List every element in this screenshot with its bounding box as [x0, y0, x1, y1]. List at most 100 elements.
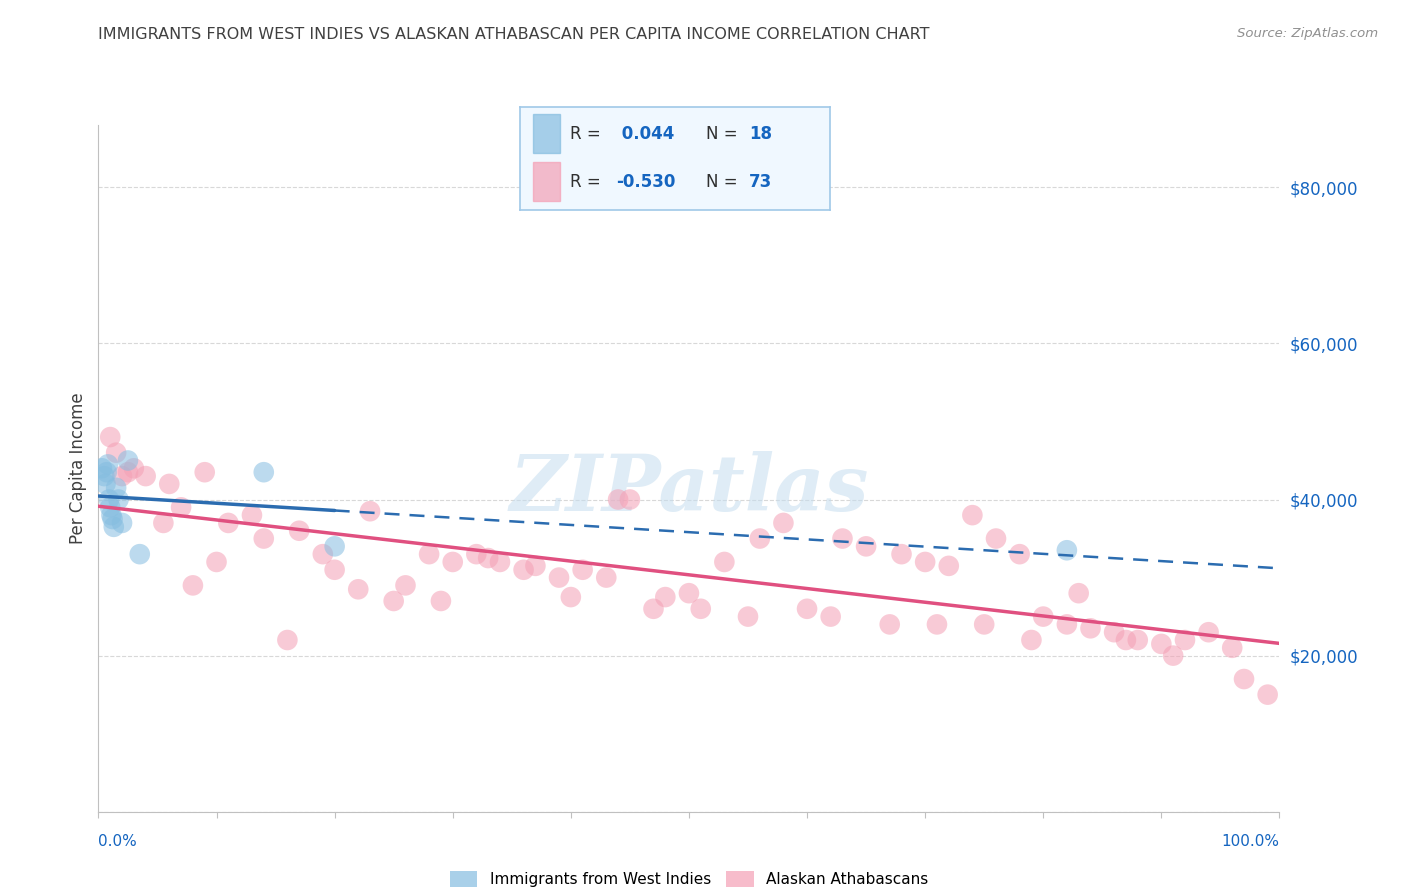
Legend: Immigrants from West Indies, Alaskan Athabascans: Immigrants from West Indies, Alaskan Ath…	[444, 865, 934, 892]
Point	[1102, 625, 1125, 640]
Point	[654, 590, 676, 604]
Point	[217, 516, 239, 530]
Point	[359, 504, 381, 518]
Point	[689, 601, 711, 615]
Point	[1126, 633, 1149, 648]
Text: R =: R =	[569, 125, 600, 143]
Text: 18: 18	[749, 125, 772, 143]
Y-axis label: Per Capita Income: Per Capita Income	[69, 392, 87, 544]
Point	[595, 571, 617, 585]
Point	[117, 465, 139, 479]
Point	[737, 609, 759, 624]
Text: N =: N =	[706, 125, 737, 143]
Point	[1032, 609, 1054, 624]
Point	[107, 492, 129, 507]
Point	[157, 476, 180, 491]
Point	[382, 594, 405, 608]
Point	[276, 633, 298, 648]
Point	[925, 617, 948, 632]
Point	[418, 547, 440, 561]
Point	[512, 563, 534, 577]
Point	[122, 461, 145, 475]
Point	[1174, 633, 1197, 648]
Point	[1150, 637, 1173, 651]
Point	[560, 590, 582, 604]
Point	[240, 508, 263, 523]
Point	[1056, 617, 1078, 632]
Point	[973, 617, 995, 632]
Point	[796, 601, 818, 615]
Text: 100.0%: 100.0%	[1222, 834, 1279, 849]
Point	[103, 520, 125, 534]
Point	[984, 532, 1007, 546]
Point	[441, 555, 464, 569]
Point	[100, 508, 122, 523]
Point	[524, 558, 547, 573]
Point	[98, 492, 121, 507]
Point	[619, 492, 641, 507]
Point	[170, 500, 193, 515]
Point	[181, 578, 204, 592]
Point	[1115, 633, 1137, 648]
Text: 0.0%: 0.0%	[98, 834, 138, 849]
Point	[105, 445, 128, 460]
Point	[394, 578, 416, 592]
Point	[288, 524, 311, 538]
Point	[938, 558, 960, 573]
Point	[1233, 672, 1256, 686]
Point	[607, 492, 630, 507]
Point	[323, 539, 346, 553]
Point	[97, 458, 120, 472]
Point	[1067, 586, 1090, 600]
Point	[128, 547, 150, 561]
Point	[323, 563, 346, 577]
Point	[1080, 621, 1102, 635]
Point	[347, 582, 370, 597]
Point	[548, 571, 571, 585]
Point	[1220, 640, 1243, 655]
Point	[98, 430, 121, 444]
Point	[101, 512, 124, 526]
Text: 0.044: 0.044	[616, 125, 675, 143]
Point	[94, 476, 117, 491]
Point	[96, 465, 118, 479]
Point	[205, 555, 228, 569]
Point	[253, 465, 276, 479]
Text: 73: 73	[749, 173, 772, 191]
Point	[831, 532, 853, 546]
Point	[571, 563, 593, 577]
Bar	[533, 114, 561, 153]
Text: Source: ZipAtlas.com: Source: ZipAtlas.com	[1237, 27, 1378, 40]
Point	[489, 555, 512, 569]
Point	[91, 461, 114, 475]
Point	[1021, 633, 1043, 648]
Point	[152, 516, 174, 530]
Point	[1056, 543, 1078, 558]
Point	[477, 551, 499, 566]
Point	[962, 508, 984, 523]
Point	[678, 586, 700, 600]
Point	[111, 469, 134, 483]
Point	[98, 500, 121, 515]
Point	[914, 555, 936, 569]
Point	[890, 547, 912, 561]
Bar	[533, 162, 561, 202]
Point	[111, 516, 134, 530]
Text: ZIPatlas: ZIPatlas	[509, 450, 869, 527]
Text: IMMIGRANTS FROM WEST INDIES VS ALASKAN ATHABASCAN PER CAPITA INCOME CORRELATION : IMMIGRANTS FROM WEST INDIES VS ALASKAN A…	[98, 27, 929, 42]
Point	[1198, 625, 1220, 640]
Point	[748, 532, 770, 546]
Point	[194, 465, 217, 479]
Point	[1008, 547, 1031, 561]
Point	[879, 617, 901, 632]
Point	[855, 539, 877, 553]
Point	[93, 469, 115, 483]
Point	[1161, 648, 1184, 663]
Point	[135, 469, 157, 483]
Point	[465, 547, 488, 561]
Point	[820, 609, 842, 624]
Text: N =: N =	[706, 173, 737, 191]
Point	[430, 594, 453, 608]
Point	[1257, 688, 1279, 702]
Text: -0.530: -0.530	[616, 173, 675, 191]
